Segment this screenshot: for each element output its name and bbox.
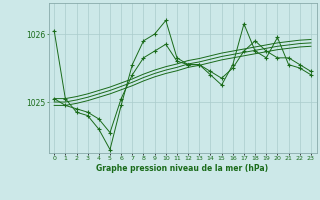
X-axis label: Graphe pression niveau de la mer (hPa): Graphe pression niveau de la mer (hPa) xyxy=(97,164,268,173)
